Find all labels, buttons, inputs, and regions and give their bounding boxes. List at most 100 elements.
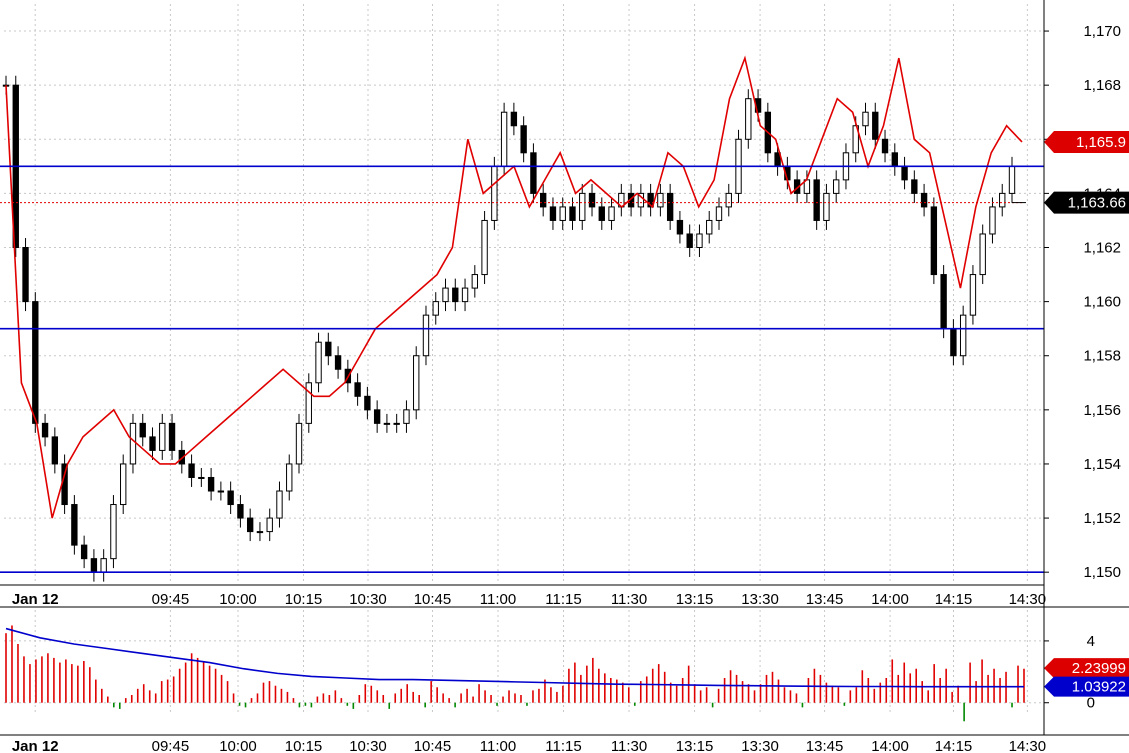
candle-body: [354, 382, 361, 397]
candle-body: [334, 355, 342, 370]
price-x-tick-label: 09:45: [152, 591, 190, 608]
candle-body: [461, 287, 469, 303]
price-x-tick-label: 11:30: [611, 591, 647, 608]
candle-body: [1008, 165, 1016, 194]
price-x-tick-label: 10:45: [414, 591, 452, 608]
candle-body: [881, 138, 889, 154]
candle-body: [442, 287, 449, 303]
indicator-x-tick-label: 14:00: [871, 738, 909, 753]
candle-body: [979, 233, 986, 276]
price-x-tick-label: 13:30: [741, 591, 779, 608]
candle-body: [22, 247, 29, 303]
candle-body: [471, 274, 479, 289]
price-x-tick-label: Jan 12: [12, 591, 59, 608]
indicator-x-tick-label: 11:15: [545, 738, 581, 753]
indicator-y-tick-label: 4: [1087, 633, 1095, 650]
candle-body: [266, 517, 273, 533]
candle-body: [608, 206, 615, 221]
indicator-x-tick-label: 13:30: [741, 738, 779, 753]
candle-body: [217, 490, 225, 493]
candle-body: [959, 314, 967, 357]
candle-body: [539, 192, 547, 208]
candle-body: [452, 287, 459, 303]
candle-body: [559, 206, 566, 221]
candle-body: [715, 206, 723, 221]
candle-body: [920, 192, 928, 208]
candle-body: [706, 219, 713, 235]
candle-body: [950, 328, 957, 357]
candle-body: [598, 206, 605, 221]
indicator-value-tag-label: 1.03922: [1072, 679, 1126, 696]
candle-body: [159, 422, 166, 451]
candle-body: [41, 422, 49, 438]
indicator-value-tag: [1044, 676, 1129, 697]
candle-body: [80, 544, 88, 560]
candle-body: [295, 422, 303, 465]
candle-body: [725, 192, 732, 208]
price-y-tick-label: 1,156: [1083, 402, 1121, 419]
candle-body: [178, 449, 185, 465]
price-y-tick-label: 1,162: [1083, 240, 1121, 257]
price-x-tick-label: 10:30: [349, 591, 387, 608]
candle-body: [911, 179, 918, 194]
candle-body: [237, 504, 244, 519]
indicator-x-tick-label: 10:00: [219, 738, 257, 753]
candle-body: [383, 422, 391, 425]
indicator-x-tick-label: 10:45: [414, 738, 452, 753]
price-panel: 1,1501,1521,1541,1561,1581,1601,1621,164…: [0, 4, 1129, 608]
price-y-tick-label: 1,154: [1083, 456, 1121, 473]
candle-body: [510, 111, 518, 127]
candle-body: [745, 98, 752, 140]
indicator-x-tick-label: 10:15: [285, 738, 323, 753]
price-tag: [1044, 191, 1129, 214]
indicator-y-tick-label: 0: [1087, 695, 1095, 712]
candle-body: [940, 274, 947, 330]
candle-body: [872, 111, 879, 140]
indicator-value-tag: [1044, 658, 1129, 679]
price-tag: [1044, 130, 1129, 153]
candle-body: [227, 490, 234, 506]
candle-body: [305, 382, 312, 424]
candle-body: [676, 219, 684, 235]
price-x-tick-label: 10:00: [219, 591, 257, 608]
candle-body: [637, 192, 645, 208]
price-x-tick-label: 13:45: [806, 591, 844, 608]
indicator-panel: 0 4 2.23999 1.03922 Jan 12 09:45 10:00 10:15 10:…: [4, 610, 1129, 753]
candle-body: [286, 463, 293, 492]
candle-body: [413, 355, 420, 411]
indicator-x-tick-label: 11:30: [611, 738, 647, 753]
candle-body: [100, 558, 107, 573]
candle-body: [481, 219, 488, 276]
candle-body: [51, 436, 59, 465]
candle-body: [364, 395, 371, 411]
candle-body: [422, 314, 430, 357]
candle-body: [373, 409, 381, 424]
chart-frame: [0, 0, 1129, 736]
candle-body: [588, 192, 596, 208]
candle-body: [833, 179, 840, 194]
price-x-tick-label: 10:15: [285, 591, 323, 608]
candle-body: [315, 341, 322, 384]
price-x-tick-label: 14:00: [871, 591, 909, 608]
candle-body: [549, 206, 557, 221]
candle-body: [120, 463, 127, 506]
candle-body: [666, 192, 674, 221]
price-y-tick-label: 1,158: [1083, 348, 1121, 365]
price-tag-label: 1,163.66: [1068, 195, 1126, 212]
candle-body: [491, 165, 498, 221]
candle-body: [930, 206, 938, 276]
candle-body: [32, 301, 39, 424]
candle-body: [207, 476, 215, 492]
indicator-x-tick-label: 10:30: [349, 738, 387, 753]
candle-body: [149, 436, 156, 451]
price-x-tick-label: 11:15: [545, 591, 581, 608]
candle-body: [325, 341, 332, 357]
indicator-x-tick-label: 11:00: [480, 738, 516, 753]
indicator-average-line: [5, 627, 1024, 688]
candle-body: [647, 192, 654, 208]
price-y-tick-label: 1,168: [1083, 77, 1121, 94]
candle-body: [198, 476, 205, 479]
candle-body: [901, 165, 908, 181]
price-y-tick-label: 1,170: [1083, 23, 1121, 40]
